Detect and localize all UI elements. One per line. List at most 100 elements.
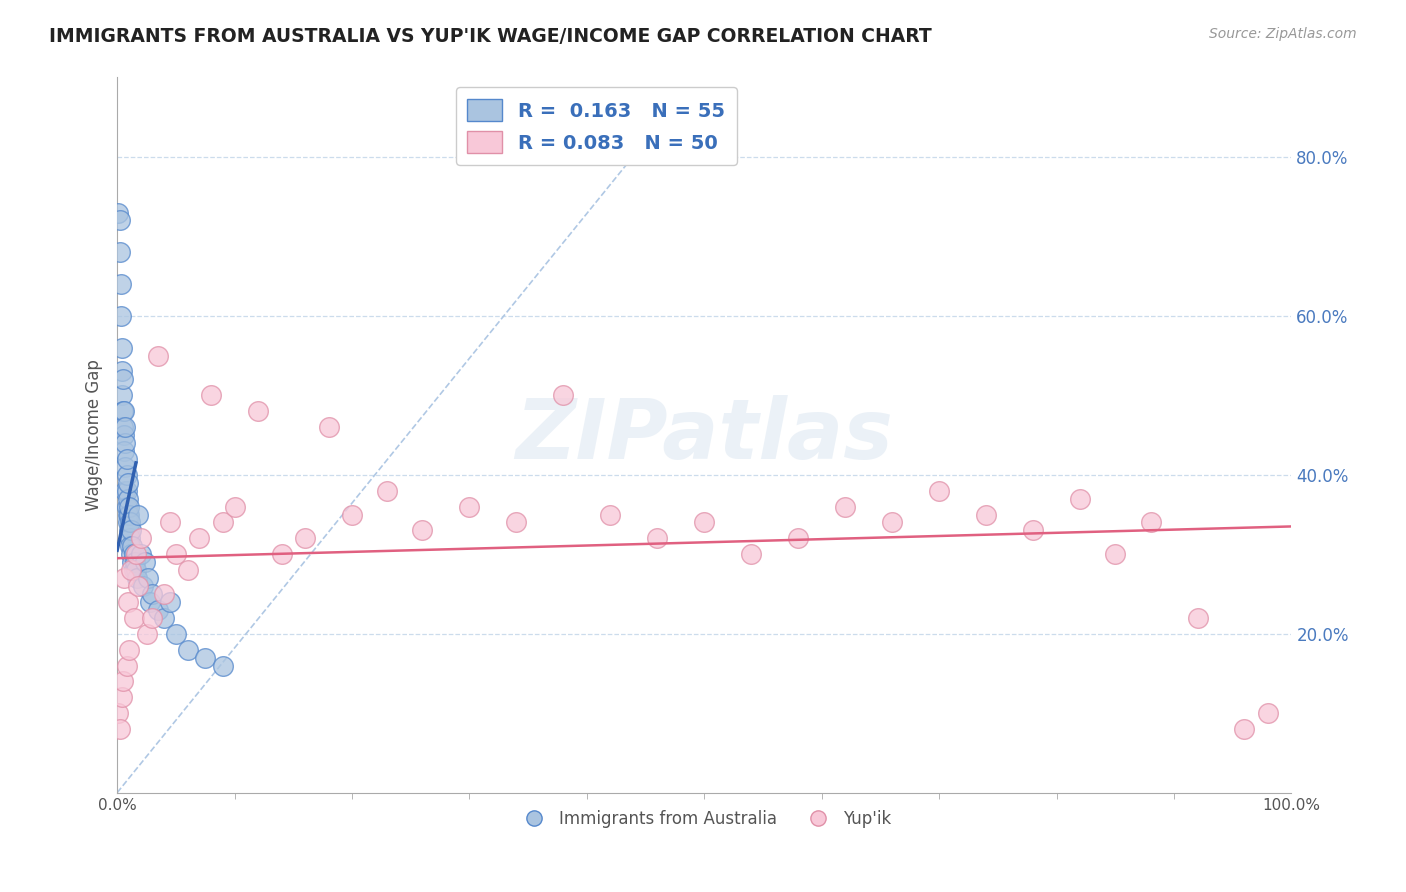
Point — [132, 579, 155, 593]
Point — [114, 483, 136, 498]
Point — [111, 364, 134, 378]
Point — [115, 467, 138, 482]
Point — [111, 341, 134, 355]
Point — [117, 475, 139, 490]
Point — [505, 516, 527, 530]
Point — [112, 571, 135, 585]
Point — [107, 205, 129, 219]
Point — [458, 500, 481, 514]
Point — [153, 611, 176, 625]
Point — [212, 516, 235, 530]
Point — [111, 690, 134, 705]
Point — [124, 555, 146, 569]
Point — [115, 658, 138, 673]
Point — [553, 388, 575, 402]
Point — [121, 539, 143, 553]
Point — [139, 595, 162, 609]
Point — [127, 579, 149, 593]
Point — [165, 547, 187, 561]
Point — [108, 213, 131, 227]
Point — [153, 587, 176, 601]
Point — [1257, 706, 1279, 721]
Point — [141, 611, 163, 625]
Point — [114, 436, 136, 450]
Point — [110, 309, 132, 323]
Point — [740, 547, 762, 561]
Point — [194, 650, 217, 665]
Point — [118, 500, 141, 514]
Point — [141, 587, 163, 601]
Point — [117, 595, 139, 609]
Point — [127, 571, 149, 585]
Point — [120, 539, 142, 553]
Point — [117, 491, 139, 506]
Point — [318, 420, 340, 434]
Point — [120, 532, 142, 546]
Point — [159, 516, 181, 530]
Point — [121, 555, 143, 569]
Point — [108, 722, 131, 736]
Point — [188, 532, 211, 546]
Point — [1022, 524, 1045, 538]
Point — [1233, 722, 1256, 736]
Point — [176, 563, 198, 577]
Point — [127, 508, 149, 522]
Point — [693, 516, 716, 530]
Point — [1187, 611, 1209, 625]
Point — [112, 674, 135, 689]
Point — [1069, 491, 1091, 506]
Point — [120, 547, 142, 561]
Point — [115, 451, 138, 466]
Point — [135, 626, 157, 640]
Point — [375, 483, 398, 498]
Point — [212, 658, 235, 673]
Point — [108, 245, 131, 260]
Point — [340, 508, 363, 522]
Point — [787, 532, 810, 546]
Point — [270, 547, 292, 561]
Point — [118, 642, 141, 657]
Text: IMMIGRANTS FROM AUSTRALIA VS YUP'IK WAGE/INCOME GAP CORRELATION CHART: IMMIGRANTS FROM AUSTRALIA VS YUP'IK WAGE… — [49, 27, 932, 45]
Point — [112, 404, 135, 418]
Point — [176, 642, 198, 657]
Point — [112, 420, 135, 434]
Point — [125, 563, 148, 577]
Point — [114, 420, 136, 434]
Point — [148, 603, 170, 617]
Point — [125, 547, 148, 561]
Text: ZIPatlas: ZIPatlas — [516, 394, 893, 475]
Point — [122, 547, 145, 561]
Point — [110, 277, 132, 291]
Point — [136, 571, 159, 585]
Point — [120, 524, 142, 538]
Y-axis label: Wage/Income Gap: Wage/Income Gap — [86, 359, 103, 511]
Point — [224, 500, 246, 514]
Point — [120, 563, 142, 577]
Point — [117, 516, 139, 530]
Point — [112, 372, 135, 386]
Point — [294, 532, 316, 546]
Point — [122, 563, 145, 577]
Point — [834, 500, 856, 514]
Point — [134, 555, 156, 569]
Point — [117, 508, 139, 522]
Point — [111, 388, 134, 402]
Point — [599, 508, 621, 522]
Point — [148, 349, 170, 363]
Legend: Immigrants from Australia, Yup'ik: Immigrants from Australia, Yup'ik — [510, 803, 898, 834]
Point — [118, 524, 141, 538]
Point — [165, 626, 187, 640]
Point — [200, 388, 222, 402]
Point — [115, 483, 138, 498]
Point — [112, 428, 135, 442]
Point — [247, 404, 270, 418]
Point — [411, 524, 433, 538]
Point — [120, 516, 142, 530]
Point — [114, 459, 136, 474]
Point — [129, 532, 152, 546]
Point — [122, 611, 145, 625]
Text: Source: ZipAtlas.com: Source: ZipAtlas.com — [1209, 27, 1357, 41]
Point — [159, 595, 181, 609]
Point — [928, 483, 950, 498]
Point — [1104, 547, 1126, 561]
